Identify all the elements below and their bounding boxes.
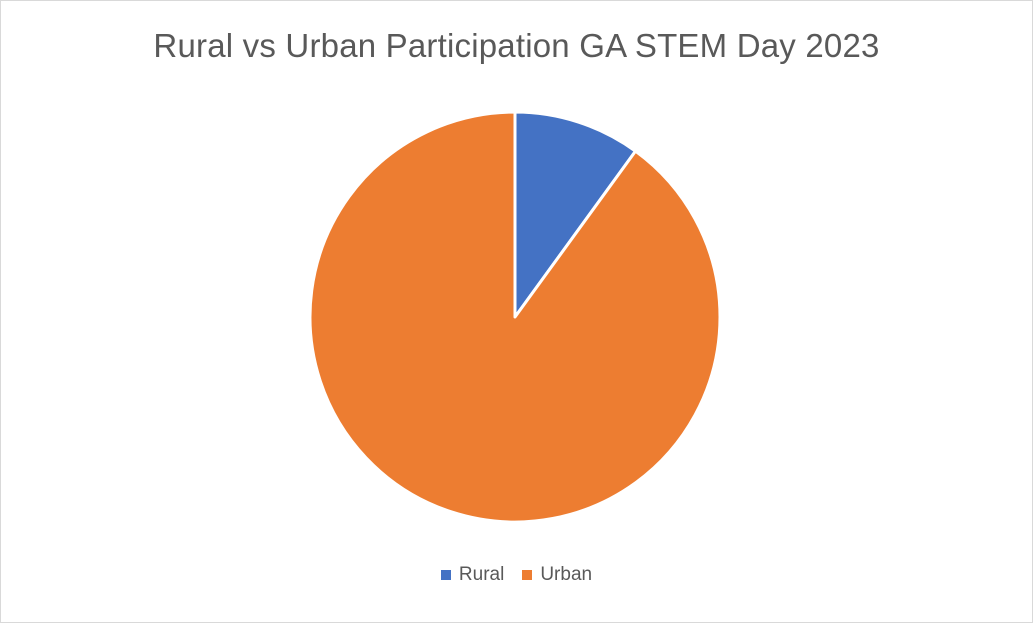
pie-slice-urban bbox=[308, 110, 722, 524]
legend-label-urban: Urban bbox=[540, 564, 593, 585]
chart-legend: Rural Urban bbox=[1, 564, 1032, 586]
chart-title: Rural vs Urban Participation GA STEM Day… bbox=[153, 27, 880, 64]
pie-slices bbox=[308, 110, 722, 524]
legend-label-rural: Rural bbox=[458, 564, 505, 585]
legend-swatch-urban bbox=[522, 570, 533, 580]
legend-swatch-rural bbox=[440, 570, 451, 580]
pie-slice-rural bbox=[513, 110, 637, 319]
legend-item-rural: Rural bbox=[440, 564, 505, 586]
legend-item-urban: Urban bbox=[522, 564, 592, 586]
